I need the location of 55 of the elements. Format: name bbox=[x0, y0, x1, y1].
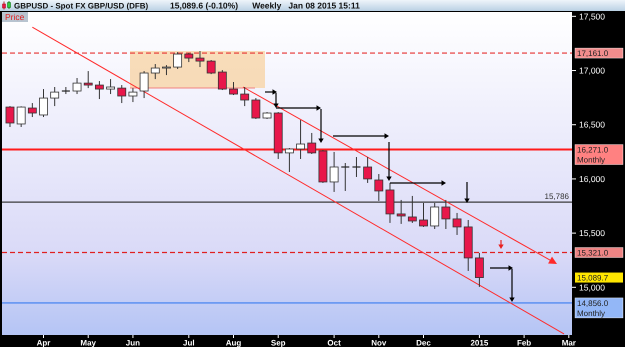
candlestick bbox=[106, 78, 115, 95]
x-tick-label: Oct bbox=[327, 338, 342, 347]
candlestick bbox=[50, 86, 60, 107]
ref-line-label: 16,271.0 Monthly bbox=[577, 146, 609, 165]
candlestick bbox=[240, 86, 250, 107]
candlestick bbox=[84, 70, 93, 89]
x-tick-label: Mar bbox=[562, 338, 576, 347]
ref-line-label: 17,161.0 bbox=[577, 49, 609, 58]
y-tick-label: 17,000 bbox=[579, 66, 606, 76]
candlestick bbox=[296, 120, 305, 160]
candlestick bbox=[117, 84, 126, 104]
candlestick bbox=[16, 106, 26, 128]
ref-line-label: 15,321.0 bbox=[577, 248, 609, 258]
candlestick bbox=[72, 78, 82, 95]
candlestick bbox=[140, 70, 149, 99]
chart-title: GBPUSD - Spot FX GBP/USD (DFB) bbox=[14, 2, 149, 10]
candlestick bbox=[452, 212, 462, 236]
x-tick-label: Jun bbox=[126, 338, 140, 347]
x-tick-label: Nov bbox=[371, 338, 387, 347]
y-tick-label: 16,000 bbox=[579, 174, 606, 184]
x-tick-label: Apr bbox=[36, 338, 50, 347]
candlestick bbox=[173, 52, 182, 70]
ref-line-label: 14,856.0 Monthly bbox=[577, 298, 609, 318]
annotation: Price bbox=[5, 12, 25, 22]
candlestick bbox=[330, 151, 339, 192]
y-tick-label: 16,500 bbox=[579, 120, 606, 130]
candlestick bbox=[206, 60, 216, 75]
candlestick bbox=[363, 156, 372, 184]
candlestick bbox=[251, 98, 260, 120]
candlestick bbox=[28, 102, 37, 118]
candlestick bbox=[284, 148, 294, 172]
candlestick bbox=[150, 64, 160, 80]
candlestick bbox=[94, 80, 104, 100]
x-tick-label: Feb bbox=[516, 338, 532, 347]
candlestick bbox=[128, 88, 138, 103]
x-tick-label: 2015 bbox=[470, 338, 489, 347]
x-tick-label: Dec bbox=[416, 338, 432, 347]
candlestick bbox=[39, 88, 48, 118]
x-tick-label: Jul bbox=[183, 338, 195, 347]
candlestick bbox=[307, 132, 316, 154]
chart-subtitle: 15,089.6 (-0.10%) Weekly Jan 08 2015 15:11 bbox=[170, 0, 360, 10]
candlestick bbox=[162, 64, 171, 76]
x-tick-label: May bbox=[80, 338, 97, 347]
candlestick bbox=[6, 106, 14, 128]
x-tick-label: Sep bbox=[270, 338, 286, 347]
ref-line-label: 15,786 bbox=[544, 192, 570, 202]
x-tick-label: Aug bbox=[226, 338, 242, 347]
y-tick-label: 15,000 bbox=[579, 282, 606, 292]
text: 15,089.7 bbox=[577, 274, 609, 283]
candlestick bbox=[218, 70, 227, 91]
y-tick-label: 15,500 bbox=[579, 228, 606, 238]
y-tick-label: 17,500 bbox=[579, 11, 606, 22]
candlestick bbox=[474, 252, 484, 288]
candlestick bbox=[196, 50, 204, 68]
candlestick bbox=[229, 82, 238, 96]
